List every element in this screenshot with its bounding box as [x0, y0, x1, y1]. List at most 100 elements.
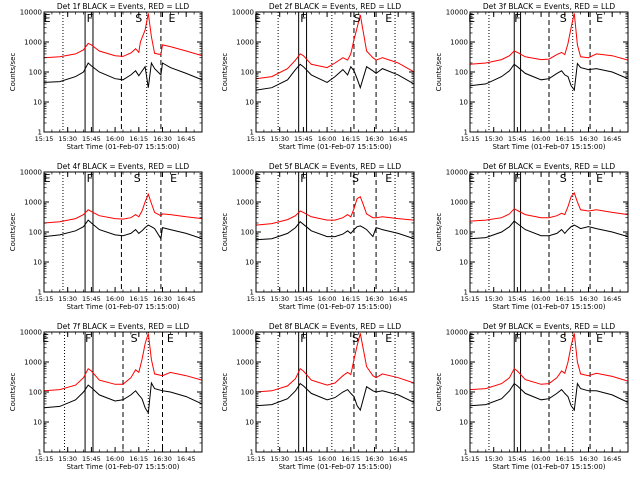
series-events-line [470, 382, 628, 412]
phase-marker-label: S [134, 172, 141, 185]
phase-marker-label: S [135, 12, 142, 25]
series-lld-line [44, 13, 202, 59]
y-tick-label: 10 [459, 259, 468, 267]
x-tick-label: 15:15 [35, 455, 54, 463]
x-tick-label: 15:30 [58, 295, 77, 303]
series-lld-line [44, 192, 202, 224]
x-tick-label: 16:30 [579, 295, 598, 303]
x-tick-label: 15:15 [247, 295, 266, 303]
y-tick-label: 10000 [20, 329, 42, 337]
phase-marker-label: E [385, 172, 392, 185]
x-axis-label: Start Time (01-Feb-07 15:15:00) [66, 463, 179, 471]
series-lld-line [470, 13, 628, 65]
x-tick-label: 16:45 [389, 135, 408, 143]
series-events-line [256, 220, 414, 241]
x-tick-label: 16:30 [153, 455, 172, 463]
y-tick-label: 10000 [446, 329, 468, 337]
x-tick-label: 16:30 [153, 135, 172, 143]
x-tick-label: 16:15 [129, 295, 148, 303]
panel-title: Det 7f BLACK = Events, RED = LLD [57, 322, 190, 331]
y-tick-label: 10 [459, 419, 468, 427]
x-tick-label: 15:45 [294, 455, 313, 463]
x-axis-label: Start Time (01-Feb-07 15:15:00) [492, 463, 605, 471]
x-tick-label: 16:45 [603, 455, 622, 463]
x-tick-label: 15:30 [484, 135, 503, 143]
panel-title: Det 3f BLACK = Events, RED = LLD [483, 2, 616, 11]
x-tick-label: 15:15 [461, 135, 480, 143]
x-axis-label: Start Time (01-Feb-07 15:15:00) [278, 463, 391, 471]
x-tick-label: 15:30 [484, 455, 503, 463]
series-events-line [256, 63, 414, 91]
y-tick-label: 100 [241, 229, 254, 237]
x-tick-label: 16:15 [555, 295, 574, 303]
x-tick-label: 15:30 [58, 135, 77, 143]
series-events-line [470, 220, 628, 240]
x-tick-label: 15:45 [294, 135, 313, 143]
x-tick-label: 15:15 [247, 455, 266, 463]
phase-marker-label: F [85, 332, 91, 345]
y-tick-label: 100 [29, 69, 42, 77]
y-tick-label: 1000 [450, 359, 468, 367]
x-tick-label: 16:15 [555, 455, 574, 463]
y-tick-label: 100 [455, 69, 468, 77]
panel-title: Det 5f BLACK = Events, RED = LLD [269, 162, 402, 171]
y-tick-label: 1 [250, 289, 254, 297]
x-tick-label: 16:30 [579, 135, 598, 143]
y-tick-label: 10000 [20, 9, 42, 17]
panel-title: Det 4f BLACK = Events, RED = LLD [57, 162, 190, 171]
x-tick-label: 16:00 [532, 135, 551, 143]
series-lld-line [470, 192, 628, 222]
x-tick-label: 16:15 [341, 295, 360, 303]
x-axis-label: Start Time (01-Feb-07 15:15:00) [66, 143, 179, 151]
series-events-line [256, 382, 414, 412]
y-tick-label: 1 [250, 449, 254, 457]
x-tick-label: 16:00 [318, 135, 337, 143]
x-tick-label: 16:45 [603, 295, 622, 303]
x-tick-label: 15:15 [247, 135, 266, 143]
x-tick-label: 15:45 [294, 295, 313, 303]
phase-marker-label: E [169, 12, 176, 25]
phase-marker-label: S [354, 12, 361, 25]
phase-marker-label: F [300, 332, 306, 345]
y-axis-label: Counts/sec [9, 373, 17, 412]
y-tick-label: 1 [38, 289, 42, 297]
x-tick-label: 15:15 [461, 455, 480, 463]
x-tick-label: 16:00 [106, 135, 125, 143]
series-lld-line [256, 333, 414, 393]
phase-marker-label: F [300, 12, 306, 25]
x-tick-label: 15:30 [270, 135, 289, 143]
panel-title: Det 8f BLACK = Events, RED = LLD [269, 322, 402, 331]
y-tick-label: 10000 [446, 169, 468, 177]
x-tick-label: 15:30 [270, 455, 289, 463]
phase-marker-label: S [131, 332, 138, 345]
panel-title: Det 6f BLACK = Events, RED = LLD [483, 162, 616, 171]
x-tick-label: 15:15 [461, 295, 480, 303]
x-tick-label: 15:45 [508, 295, 527, 303]
y-tick-label: 1 [464, 449, 468, 457]
y-tick-label: 1 [464, 289, 468, 297]
phase-marker-label: F [514, 172, 520, 185]
y-tick-label: 10000 [232, 329, 254, 337]
phase-marker-label: E [170, 172, 177, 185]
y-tick-label: 10 [245, 99, 254, 107]
x-tick-label: 16:30 [365, 135, 384, 143]
y-tick-label: 1 [38, 129, 42, 137]
series-lld-line [256, 195, 414, 226]
phase-marker-label: E [385, 12, 392, 25]
phase-marker-label: S [560, 12, 567, 25]
x-axis-label: Start Time (01-Feb-07 15:15:00) [66, 303, 179, 311]
series-lld-line [44, 333, 202, 392]
y-tick-label: 1000 [24, 39, 42, 47]
y-tick-label: 1 [464, 129, 468, 137]
series-events-line [44, 381, 202, 415]
series-lld-line [470, 333, 628, 391]
y-tick-label: 10000 [232, 169, 254, 177]
x-tick-label: 16:00 [532, 455, 551, 463]
x-tick-label: 16:00 [318, 295, 337, 303]
x-tick-label: 16:45 [603, 135, 622, 143]
y-tick-label: 10 [459, 99, 468, 107]
